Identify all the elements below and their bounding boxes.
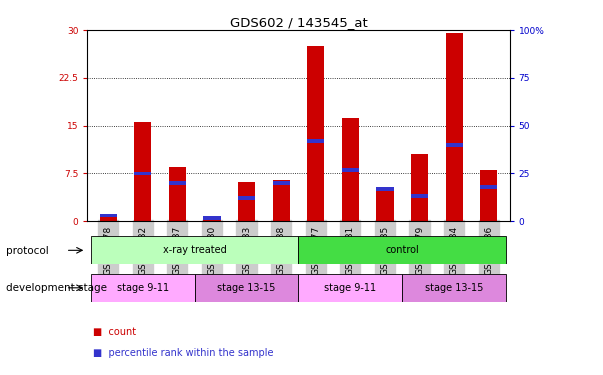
Bar bbox=[480, 170, 497, 221]
Bar bbox=[307, 46, 324, 221]
Bar bbox=[99, 215, 117, 221]
Bar bbox=[298, 274, 402, 302]
Bar bbox=[446, 33, 463, 221]
Text: stage 13-15: stage 13-15 bbox=[218, 283, 276, 293]
Text: stage 9-11: stage 9-11 bbox=[117, 283, 169, 293]
Bar bbox=[203, 216, 221, 220]
Text: stage 9-11: stage 9-11 bbox=[324, 283, 376, 293]
Bar bbox=[480, 185, 497, 189]
Bar bbox=[238, 182, 255, 221]
Text: x-ray treated: x-ray treated bbox=[163, 245, 227, 255]
Bar bbox=[169, 167, 186, 221]
Bar bbox=[273, 181, 290, 185]
Bar bbox=[169, 181, 186, 185]
Bar bbox=[195, 274, 298, 302]
Text: ■  count: ■ count bbox=[93, 327, 137, 337]
Bar bbox=[91, 236, 298, 264]
Text: control: control bbox=[385, 245, 419, 255]
Bar bbox=[342, 118, 359, 221]
Bar bbox=[411, 195, 428, 198]
Bar bbox=[273, 180, 290, 221]
Bar bbox=[307, 139, 324, 143]
Bar bbox=[376, 187, 394, 190]
Bar bbox=[99, 214, 117, 217]
Bar bbox=[238, 196, 255, 200]
Text: protocol: protocol bbox=[6, 246, 49, 255]
Bar bbox=[203, 219, 221, 221]
Bar bbox=[91, 274, 195, 302]
Bar bbox=[134, 122, 151, 221]
Bar bbox=[411, 154, 428, 221]
Bar bbox=[134, 171, 151, 176]
Bar bbox=[402, 274, 506, 302]
Bar bbox=[446, 143, 463, 147]
Bar bbox=[298, 236, 506, 264]
Bar bbox=[376, 189, 394, 221]
Text: development stage: development stage bbox=[6, 283, 107, 293]
Text: ■  percentile rank within the sample: ■ percentile rank within the sample bbox=[93, 348, 274, 357]
Title: GDS602 / 143545_at: GDS602 / 143545_at bbox=[230, 16, 367, 29]
Bar bbox=[342, 168, 359, 171]
Text: stage 13-15: stage 13-15 bbox=[425, 283, 484, 293]
